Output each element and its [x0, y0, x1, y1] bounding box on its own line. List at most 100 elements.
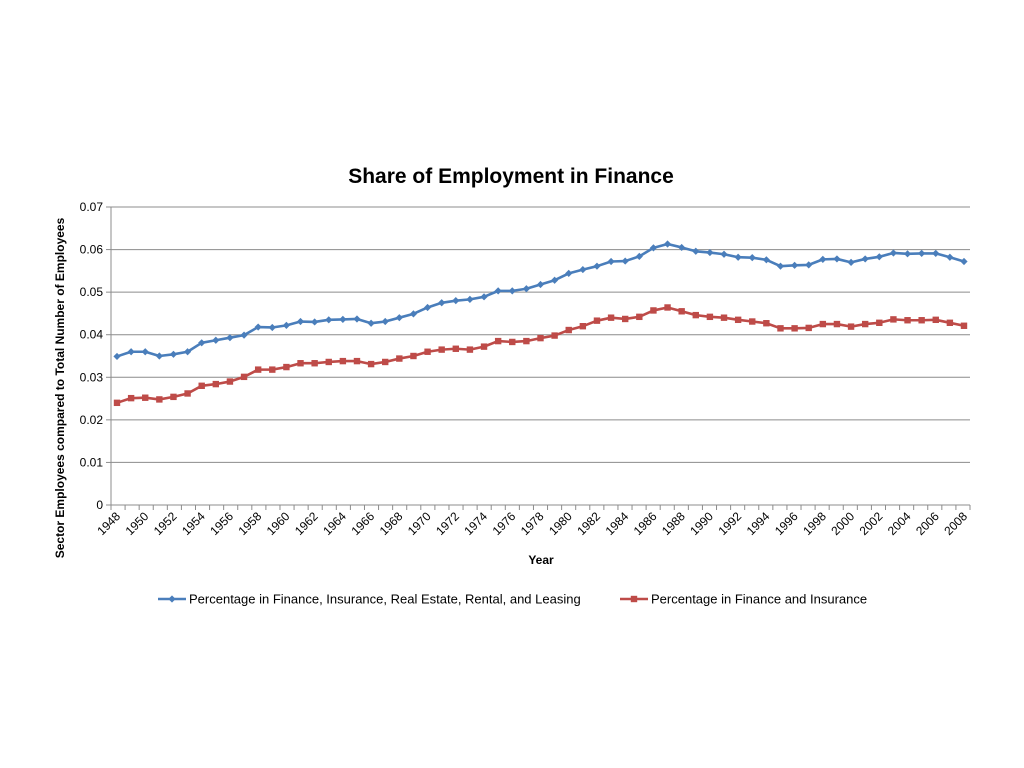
series-2-point — [720, 314, 728, 321]
series-1-point — [466, 295, 474, 303]
series-1-point — [565, 269, 573, 278]
x-tick-label: 1988 — [659, 509, 688, 538]
series-2-point — [706, 313, 714, 321]
series-1-point — [720, 250, 728, 258]
series-1-point — [692, 247, 700, 255]
series-2-point — [297, 360, 304, 367]
series-1-point — [663, 240, 672, 248]
series-1-point — [240, 331, 248, 339]
x-tick-label: 1976 — [490, 509, 519, 538]
series-1-point — [875, 253, 883, 261]
series-1-point — [706, 248, 714, 257]
series-2-point — [509, 338, 516, 346]
series-1-point — [395, 314, 403, 322]
y-tick-label: 0.05 — [80, 285, 104, 299]
y-axis-label: Sector Employees compared to Total Numbe… — [53, 217, 67, 558]
series-2-point — [579, 323, 587, 330]
x-tick-label: 1990 — [687, 509, 716, 538]
x-axis-ticks: 1948 1950 1952 1954 1956 1958 1960 1962 1964 1966… — [94, 505, 971, 538]
series-2-point — [283, 363, 290, 371]
x-tick-label: 1960 — [264, 509, 293, 538]
series-1-point — [833, 255, 841, 263]
series-group — [113, 240, 968, 407]
series-1-point — [678, 243, 686, 252]
y-tick-label: 0.07 — [80, 200, 104, 214]
series-1-point — [409, 310, 418, 318]
series-1-point — [918, 249, 926, 258]
y-tick-label: 0.02 — [80, 413, 104, 427]
y-tick-label: 0.06 — [80, 243, 104, 257]
series-1-point — [508, 287, 516, 295]
x-tick-label: 1982 — [574, 509, 603, 538]
series-2-point — [593, 317, 601, 324]
series-2-point — [198, 382, 205, 389]
series-1-point — [226, 334, 234, 342]
series-2-point — [622, 315, 629, 323]
series-1-point — [946, 253, 954, 261]
series-1-point — [551, 276, 559, 284]
series-1-point — [141, 348, 149, 356]
series-1-point — [113, 352, 121, 361]
series-1-point — [748, 254, 756, 262]
x-tick-label: 1972 — [433, 509, 462, 538]
series-1-point — [762, 256, 770, 264]
series-2-point — [367, 360, 375, 368]
series-1-point — [791, 261, 799, 269]
x-tick-label: 2004 — [885, 509, 914, 538]
series-1-point — [268, 323, 276, 332]
series-1-point — [438, 299, 446, 307]
series-2-point — [311, 360, 318, 367]
legend-swatch-marker — [168, 595, 176, 603]
x-tick-label: 1964 — [320, 509, 349, 538]
series-1-point — [183, 348, 192, 356]
series-2-point — [438, 346, 445, 353]
series-1-point — [367, 319, 375, 327]
legend-item-1: Percentage in Finance, Insurance, Real E… — [158, 592, 581, 607]
series-1-point — [127, 348, 135, 356]
legend: Percentage in Finance, Insurance, Real E… — [158, 592, 867, 607]
series-1-point — [734, 253, 742, 261]
x-axis-label: Year — [528, 553, 554, 567]
series-1-point — [776, 262, 785, 270]
x-tick-label: 1952 — [151, 509, 180, 538]
series-2-point — [890, 316, 897, 323]
series-2-point — [353, 357, 361, 365]
series-2-point — [932, 316, 939, 324]
series-2-point — [763, 320, 770, 327]
x-tick-label: 1970 — [405, 509, 434, 538]
series-2-point — [692, 311, 699, 319]
series-2-point — [466, 346, 474, 353]
series-1-point — [579, 265, 587, 274]
series-2-point — [170, 393, 177, 401]
x-tick-label: 1978 — [518, 509, 547, 538]
series-1-point — [960, 257, 968, 266]
series-2-point — [424, 348, 431, 355]
series-1-point — [932, 249, 940, 258]
y-tick-label: 0.03 — [80, 370, 104, 384]
series-1-point — [353, 315, 361, 323]
series-1-point — [339, 315, 347, 323]
series-2-point — [833, 320, 841, 328]
series-2-point — [184, 390, 191, 397]
series-2-point — [480, 343, 488, 350]
series-2-point — [918, 317, 925, 324]
series-1-point — [861, 255, 869, 263]
series-1-point — [254, 323, 262, 331]
series-1-point — [593, 262, 601, 270]
legend-label: Percentage in Finance, Insurance, Real E… — [189, 592, 581, 607]
series-1-point — [607, 257, 615, 266]
series-1-point — [155, 352, 163, 360]
series-2-point — [523, 337, 530, 345]
series-2-point — [734, 316, 742, 324]
series-2-point — [791, 325, 798, 332]
series-1-point — [649, 244, 658, 252]
x-tick-label: 1954 — [179, 509, 208, 538]
series-2-point — [749, 318, 756, 325]
series-1-point — [381, 317, 389, 326]
series-1-point — [198, 339, 206, 347]
series-2-point — [212, 380, 220, 388]
series-2-point — [876, 319, 883, 326]
series-2-point — [678, 308, 685, 315]
series-2-point — [269, 366, 276, 373]
series-1-point — [325, 316, 333, 324]
